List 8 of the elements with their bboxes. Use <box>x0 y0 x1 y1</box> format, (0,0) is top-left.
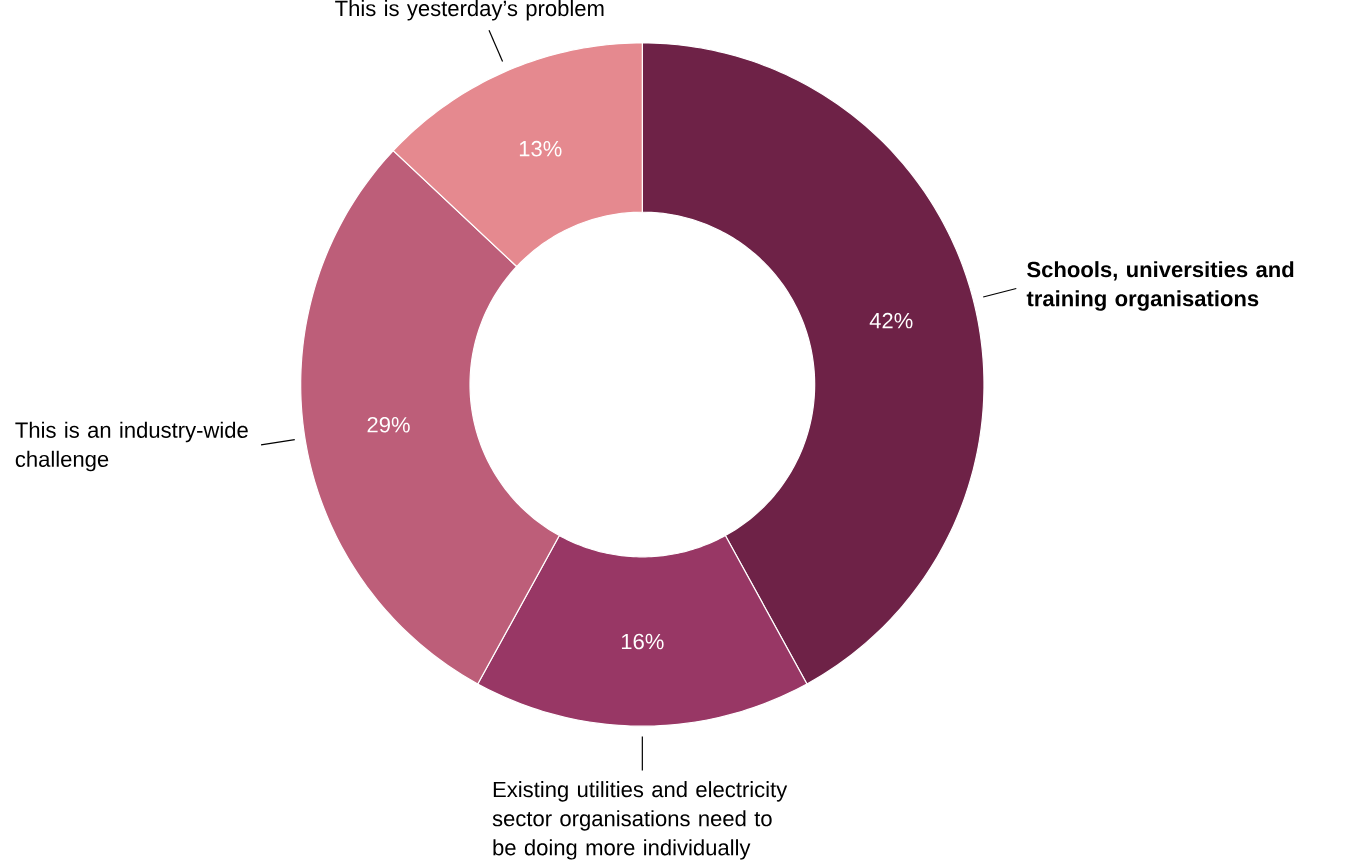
slice-label: Existing utilities and electricity sector organisations need to be doing more individually <box>492 781 788 860</box>
data-label: 42% <box>869 312 913 329</box>
slice-label: Schools, universities and training organisations <box>1026 261 1294 311</box>
data-label: 29% <box>367 417 410 433</box>
slice-label: This is an industry-wide challenge <box>15 421 248 472</box>
data-label: 13% <box>519 140 562 157</box>
slice-label: This is yesterday’s problem <box>335 0 604 21</box>
data-label: 16% <box>621 633 664 650</box>
